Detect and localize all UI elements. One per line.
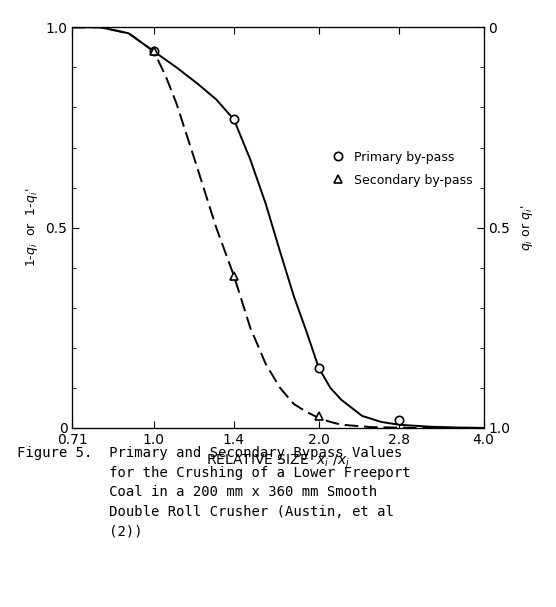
X-axis label: RELATIVE SIZE  $x_i$ /$x_j$: RELATIVE SIZE $x_i$ /$x_j$ <box>206 452 350 470</box>
Y-axis label: 1-$q_i$  or  1-$q_i$': 1-$q_i$ or 1-$q_i$' <box>24 188 40 267</box>
Legend: Primary by-pass, Secondary by-pass: Primary by-pass, Secondary by-pass <box>326 146 478 192</box>
Y-axis label: $q_i$ or $q_i$': $q_i$ or $q_i$' <box>519 205 535 251</box>
Text: Figure 5.  Primary and Secondary Bypass Values
           for the Crushing of a : Figure 5. Primary and Secondary Bypass V… <box>17 446 410 538</box>
